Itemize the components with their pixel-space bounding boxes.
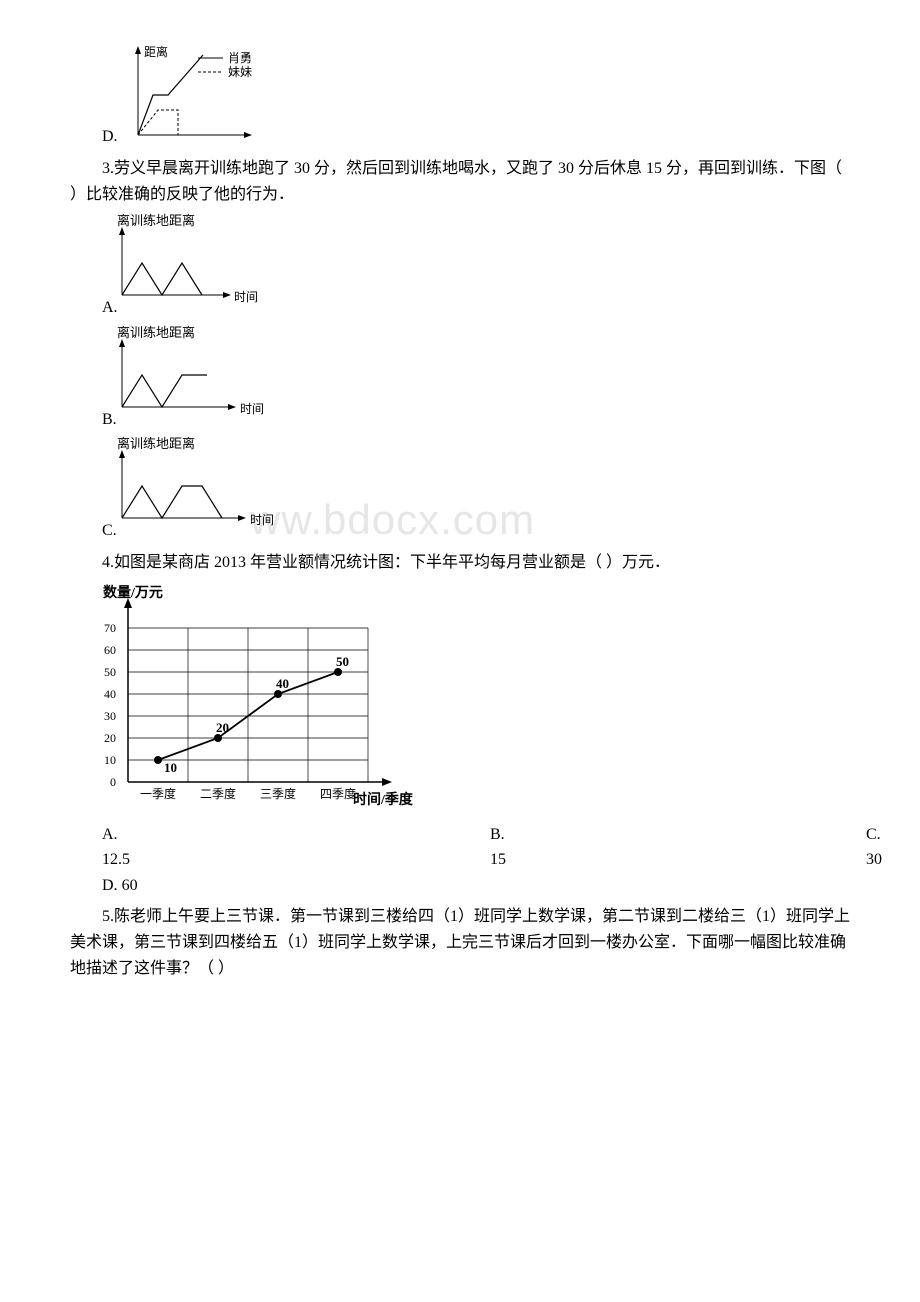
q4-y-label: 数量/万元: [103, 584, 163, 601]
svg-text:三季度: 三季度: [260, 786, 296, 801]
svg-text:40: 40: [276, 676, 289, 691]
y-axis-label: 距离: [144, 44, 168, 59]
y-label-c: 离训练地距离: [117, 436, 195, 451]
svg-text:10: 10: [104, 753, 116, 767]
q2-option-d-letter: D.: [102, 124, 118, 150]
x-label-a: 时间: [234, 290, 258, 304]
svg-text:70: 70: [104, 621, 116, 635]
q4-chart: 数量/万元 时间/季度 0 10 20 30 40 50 60 70: [78, 582, 428, 822]
q4-option-a: A. 12.5: [102, 822, 310, 873]
y-label-b: 离训练地距离: [117, 325, 195, 340]
q4-options: A. 12.5 B. 15 C. 30: [102, 822, 850, 873]
q2-option-d-graph: 距离 肖勇 妹妹: [118, 40, 288, 150]
q3-option-b-letter: B.: [102, 411, 117, 428]
svg-text:10: 10: [164, 760, 177, 775]
q4-option-d: D. 60: [102, 877, 138, 894]
svg-text:30: 30: [104, 709, 116, 723]
legend-1: 肖勇: [228, 51, 252, 65]
svg-text:20: 20: [216, 720, 229, 735]
x-label-c: 时间: [250, 513, 274, 527]
q4-text: 4.如图是某商店 2013 年营业额情况统计图：下半年平均每月营业额是（ ）万元…: [70, 550, 850, 576]
q3-text: 3.劳义早晨离开训练地跑了 30 分，然后回到训练地喝水，又跑了 30 分后休息…: [70, 156, 850, 207]
svg-text:20: 20: [104, 731, 116, 745]
svg-text:二季度: 二季度: [200, 786, 236, 801]
svg-text:60: 60: [104, 643, 116, 657]
x-label-b: 时间: [240, 402, 264, 416]
y-label-a: 离训练地距离: [117, 213, 195, 228]
svg-text:40: 40: [104, 687, 116, 701]
svg-text:一季度: 一季度: [140, 786, 176, 801]
q4-grid: 0 10 20 30 40 50 60 70: [104, 621, 368, 789]
svg-text:50: 50: [104, 665, 116, 679]
q3-option-a-letter: A.: [102, 299, 118, 316]
q4-option-c: C. 30: [866, 822, 920, 873]
q4-x-label: 时间/季度: [353, 791, 414, 808]
svg-text:50: 50: [336, 654, 349, 669]
legend-2: 妹妹: [228, 65, 252, 79]
q5-text: 5.陈老师上午要上三节课．第一节课到三楼给四（1）班同学上数学课，第二节课到二楼…: [70, 904, 850, 981]
q4-option-b: B. 15: [490, 822, 686, 873]
svg-text:0: 0: [110, 775, 116, 789]
q3-option-c-letter: C.: [102, 522, 117, 539]
svg-text:四季度: 四季度: [320, 786, 356, 801]
